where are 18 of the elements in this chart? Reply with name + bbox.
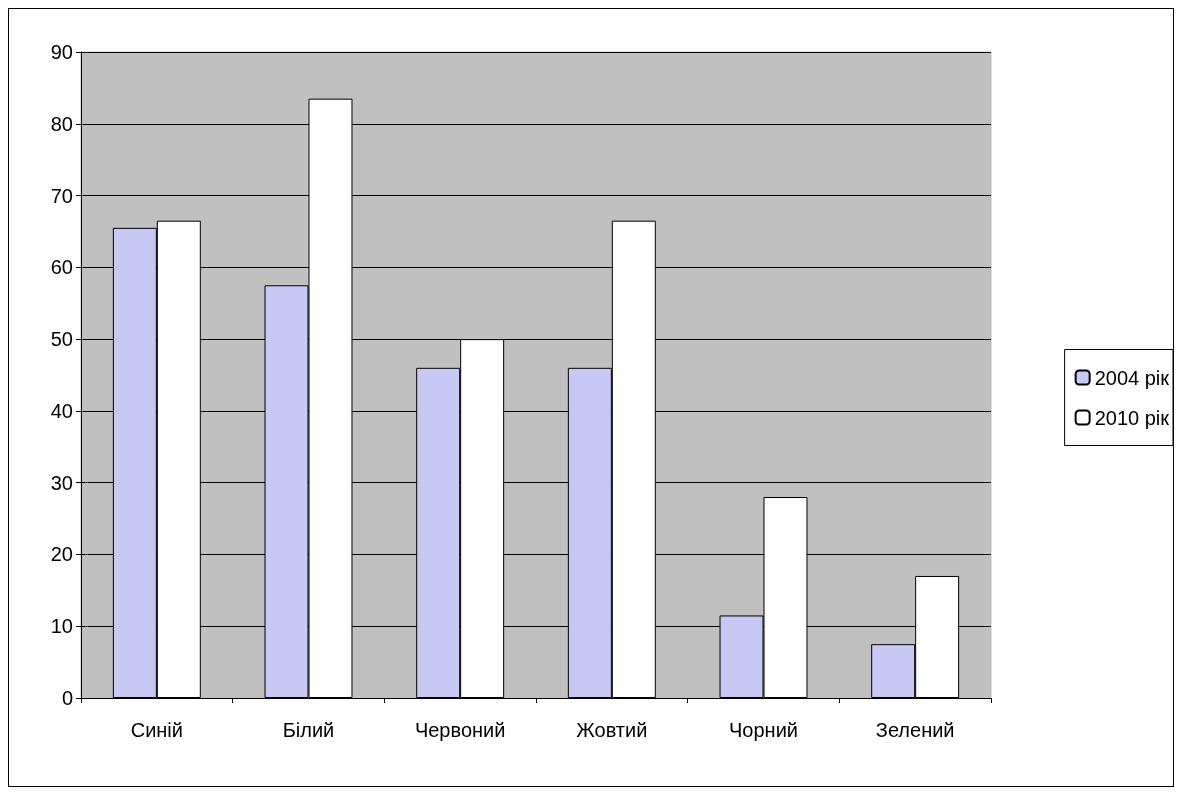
x-tick-label: Зелений <box>875 719 955 741</box>
y-tick-label: 80 <box>50 112 73 135</box>
y-tick-label: 60 <box>50 256 73 279</box>
y-tick-label: 20 <box>50 543 73 566</box>
y-tick-label: 0 <box>61 687 73 709</box>
x-tick-label: Жовтий <box>576 719 648 741</box>
y-tick-label: 10 <box>50 615 73 638</box>
x-tick-label: Червоний <box>414 719 506 741</box>
x-tick-label: Чорний <box>729 719 798 741</box>
y-tick-label: 90 <box>50 41 73 63</box>
x-tick-label: Синій <box>130 719 183 741</box>
legend-label: 2010 рік <box>1094 406 1170 429</box>
y-tick-label: 50 <box>50 328 73 351</box>
y-tick-label: 30 <box>50 471 73 494</box>
x-tick-label: Білий <box>282 719 335 741</box>
y-tick-label: 40 <box>50 399 73 422</box>
legend-label: 2004 рік <box>1094 366 1170 389</box>
y-tick-label: 70 <box>50 184 73 207</box>
